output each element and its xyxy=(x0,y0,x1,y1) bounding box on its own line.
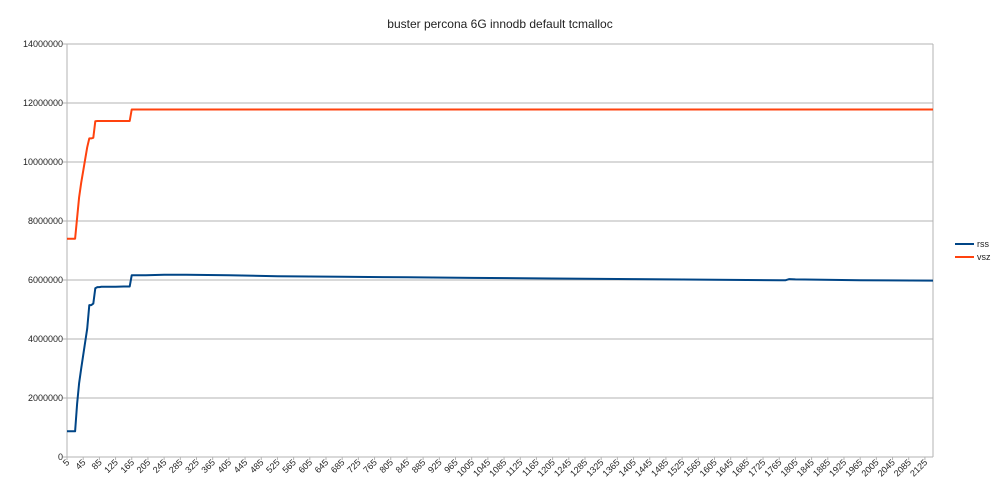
x-tick-label: 925 xyxy=(426,457,444,475)
x-tick-label: 1885 xyxy=(811,457,832,478)
x-tick-label: 165 xyxy=(118,457,136,475)
x-tick-label: 1285 xyxy=(568,457,589,478)
x-tick-label: 2125 xyxy=(908,457,929,478)
x-tick-label: 125 xyxy=(102,457,120,475)
x-tick-label: 1805 xyxy=(779,457,800,478)
x-tick-label: 285 xyxy=(167,457,185,475)
x-tick-label: 845 xyxy=(394,457,412,475)
chart-title: buster percona 6G innodb default tcmallo… xyxy=(387,17,612,31)
y-tick-label: 10000000 xyxy=(23,157,63,167)
x-tick-label: 1525 xyxy=(665,457,686,478)
y-tick-label: 0 xyxy=(58,452,63,462)
x-tick-label: 1565 xyxy=(681,457,702,478)
x-tick-label: 1765 xyxy=(762,457,783,478)
y-tick-label: 8000000 xyxy=(28,216,63,226)
x-tick-label: 805 xyxy=(377,457,395,475)
axes xyxy=(63,43,934,460)
x-tick-label: 405 xyxy=(216,457,234,475)
x-tick-label: 2005 xyxy=(860,457,881,478)
gridlines xyxy=(67,43,933,399)
series-line-rss xyxy=(67,273,934,433)
legend-label-vsz: vsz xyxy=(977,252,991,262)
x-tick-label: 1365 xyxy=(601,457,622,478)
y-tick-label: 4000000 xyxy=(28,334,63,344)
x-tick-label: 485 xyxy=(248,457,266,475)
series-lines xyxy=(67,108,934,433)
y-tick-label: 2000000 xyxy=(28,393,63,403)
x-tick-label: 1445 xyxy=(633,457,654,478)
x-tick-label: 1205 xyxy=(536,457,557,478)
x-tick-label: 1325 xyxy=(584,457,605,478)
x-tick-label: 45 xyxy=(73,457,87,471)
x-tick-label: 85 xyxy=(90,457,104,471)
x-tick-label: 205 xyxy=(135,457,153,475)
x-tick-label: 5 xyxy=(61,457,72,468)
x-tick-label: 1405 xyxy=(617,457,638,478)
x-tick-label: 525 xyxy=(264,457,282,475)
x-tick-label: 565 xyxy=(280,457,298,475)
x-tick-label: 685 xyxy=(329,457,347,475)
x-tick-label: 605 xyxy=(297,457,315,475)
y-tick-label: 6000000 xyxy=(28,275,63,285)
x-tick-label: 1485 xyxy=(649,457,670,478)
x-tick-label: 325 xyxy=(183,457,201,475)
x-tick-label: 1965 xyxy=(843,457,864,478)
x-tick-label: 1005 xyxy=(455,457,476,478)
x-tick-label: 1605 xyxy=(698,457,719,478)
y-tick-labels: 0 2000000 4000000 6000000 8000000 10000000 120… xyxy=(23,39,63,462)
x-tick-labels: 5 45 8512516520524528532536540544548552556… xyxy=(61,457,930,478)
legend-label-rss: rss xyxy=(977,239,989,249)
x-tick-label: 1125 xyxy=(504,457,525,478)
x-tick-label: 1685 xyxy=(730,457,751,478)
y-tick-label: 12000000 xyxy=(23,98,63,108)
y-tick-label: 14000000 xyxy=(23,39,63,49)
x-tick-label: 1045 xyxy=(471,457,492,478)
x-tick-label: 1925 xyxy=(827,457,848,478)
x-tick-label: 1725 xyxy=(746,457,767,478)
x-tick-label: 1845 xyxy=(795,457,816,478)
x-tick-label: 725 xyxy=(345,457,363,475)
x-tick-label: 885 xyxy=(410,457,428,475)
x-tick-label: 1165 xyxy=(520,457,541,478)
x-tick-label: 245 xyxy=(151,457,169,475)
x-tick-label: 365 xyxy=(199,457,217,475)
x-tick-label: 765 xyxy=(361,457,379,475)
x-tick-label: 2045 xyxy=(876,457,897,478)
legend: rss vsz xyxy=(955,239,991,262)
x-tick-label: 1245 xyxy=(552,457,573,478)
series-line-vsz xyxy=(67,108,933,240)
x-tick-label: 645 xyxy=(313,457,331,475)
x-tick-label: 1645 xyxy=(714,457,735,478)
x-tick-label: 445 xyxy=(232,457,250,475)
x-tick-label: 1085 xyxy=(487,457,508,478)
x-tick-label: 2085 xyxy=(892,457,913,478)
